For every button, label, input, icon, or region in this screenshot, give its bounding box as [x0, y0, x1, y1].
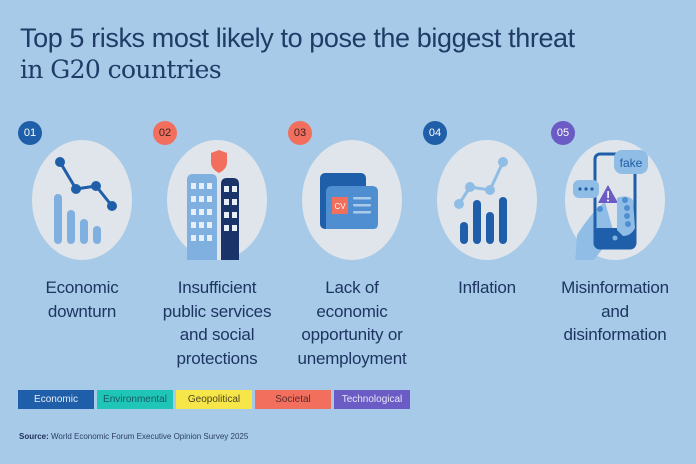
risk-label: Economic downturn [45, 278, 119, 321]
legend-environmental: Environmental [97, 390, 173, 409]
risk-label: Misinformation and disinformation [561, 278, 669, 344]
buildings-shield-icon [187, 150, 239, 260]
cv-folder-icon: CV [320, 173, 378, 229]
legend-technological: Technological [334, 390, 410, 409]
phone-fake-news-icon: fake [573, 150, 648, 260]
source-note: Source: World Economic Forum Executive O… [19, 432, 248, 441]
risk-label: Insufficient public services and social … [162, 278, 272, 368]
svg-text:fake: fake [620, 156, 643, 170]
rank-badge: 04 [423, 121, 447, 145]
rank-badge: 03 [288, 121, 312, 145]
svg-text:CV: CV [334, 202, 346, 211]
rank-badge: 05 [551, 121, 575, 145]
page-title: Top 5 risks most likely to pose the bigg… [20, 22, 660, 86]
economic-downturn-chart-icon [54, 157, 117, 244]
rising-chart-icon [454, 157, 508, 244]
source-prefix: Source: [19, 432, 49, 441]
legend-societal: Societal [255, 390, 331, 409]
legend-economic: Economic [18, 390, 94, 409]
rank-badge: 01 [18, 121, 42, 145]
rank-badge: 02 [153, 121, 177, 145]
title-line-1: Top 5 risks most likely to pose the bigg… [20, 23, 575, 53]
source-text: World Economic Forum Executive Opinion S… [48, 432, 249, 441]
legend-geopolitical: Geopolitical [176, 390, 252, 409]
risk-label: Inflation [458, 278, 516, 297]
risk-label: Lack of economic opportunity or unemploy… [297, 278, 407, 368]
title-line-2: in G20 countries [20, 55, 222, 84]
category-legend: Economic Environmental Geopolitical Soci… [18, 390, 410, 409]
